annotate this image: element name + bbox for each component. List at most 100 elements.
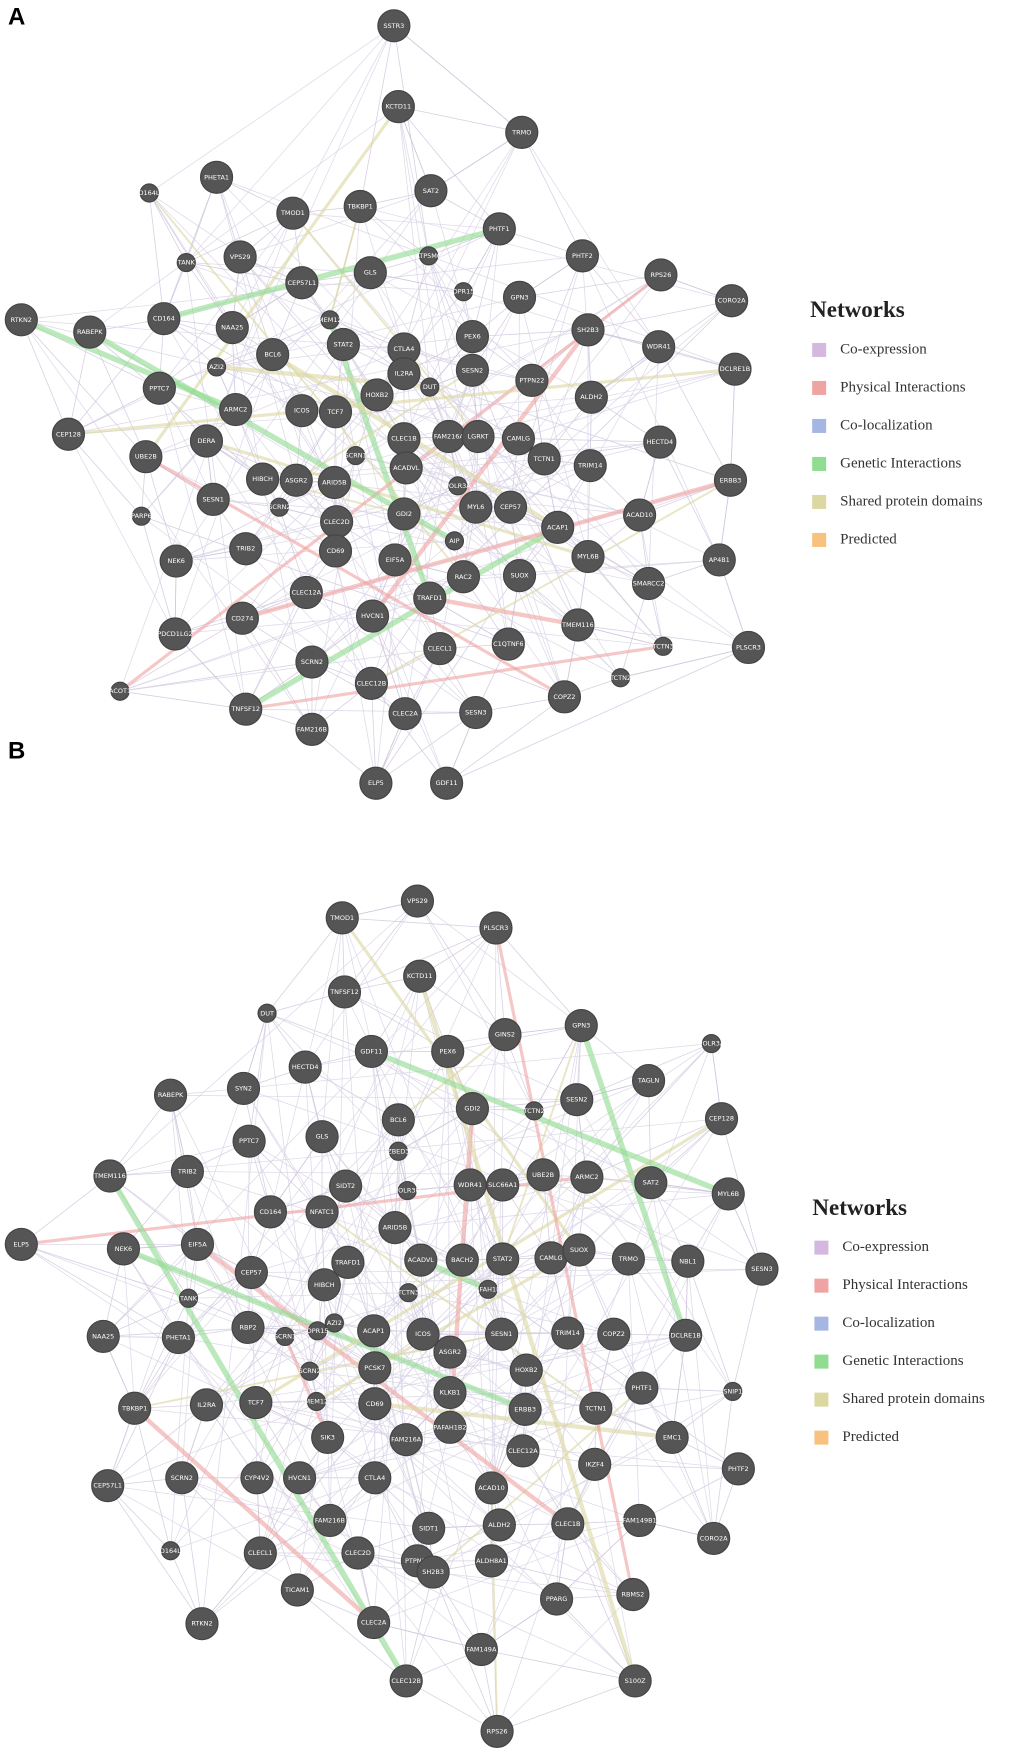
node-label: ARID5B [322,479,346,487]
edge [163,318,273,355]
node-label: RPS26 [651,271,672,279]
node-label: EMC1 [663,1433,681,1441]
node [551,1507,585,1541]
node-label: TAGLN [637,1077,659,1085]
node-label: ACAP1 [363,1327,384,1335]
edge [21,319,344,345]
node-label: HECTD4 [292,1063,319,1071]
node-label: AZI2 [327,1319,342,1327]
node [389,1664,423,1698]
node [715,284,749,318]
edge [197,1244,359,1554]
edge [21,1244,257,1403]
node [671,1244,705,1278]
node [419,246,439,266]
node [564,1009,598,1043]
edge-typed [328,206,362,321]
edge [266,1012,399,1152]
edge [186,212,294,263]
node-label: PDCD1LG2 [157,630,192,638]
edge [405,1369,527,1682]
node-label: SSTR3 [383,22,404,30]
edge [170,976,421,1551]
edge [405,1571,434,1682]
node [196,482,230,516]
edge [242,550,336,619]
edge [531,255,583,381]
node [51,417,86,451]
node-label: ATP5MG [415,252,442,260]
edge [134,1408,171,1551]
node-label: ERBB3 [720,476,742,484]
node-label: SIDT1 [419,1524,438,1532]
node-label: KCTD11 [407,972,433,980]
edge-typed [370,1048,730,1197]
edge [417,900,535,1112]
edge [397,106,431,388]
edge [428,255,565,697]
edge [109,1175,198,1245]
node [482,1508,516,1542]
node [346,445,366,466]
edge [627,1258,673,1438]
node-label: TMEM123 [300,1398,333,1406]
edge-typed [578,1024,689,1337]
edge [181,1244,198,1478]
node [433,1335,467,1369]
edge-typed [417,975,638,1682]
edge [240,190,432,258]
edge [89,331,263,480]
node-label: PPARG [546,1595,567,1603]
edge [587,300,732,331]
node [377,9,411,43]
edge [163,177,217,319]
node [288,1050,322,1084]
node [611,1242,645,1276]
node [381,90,415,124]
node-label: ACAD10 [478,1484,505,1492]
node [324,1313,344,1333]
legend-label: Co-expression [842,1239,929,1255]
node [412,1511,446,1545]
edge-typed [244,524,560,712]
node-label: POLR3A [699,1040,725,1048]
edge [499,1437,673,1526]
edge [519,297,589,557]
node [229,532,263,566]
node-label: C1QTNF6 [493,640,524,648]
node [488,1017,522,1052]
node-label: SESN1 [491,1330,512,1338]
node-label: KCTD11 [385,103,411,111]
node [573,449,607,483]
edge [68,387,160,435]
edge-typed [144,105,400,458]
node [232,1124,266,1158]
node [223,240,257,274]
edge [430,190,473,337]
node [571,313,605,347]
node [283,1461,317,1495]
node [397,1180,417,1201]
node-label: PHTF2 [728,1465,749,1473]
node-label: SCRN2 [299,1367,321,1375]
edge [120,661,313,692]
node [4,303,38,337]
node [479,911,513,945]
node [180,1227,215,1262]
node [354,1034,389,1069]
edge [594,1464,636,1681]
legend-swatch [814,1430,829,1445]
node-label: CAMLG [539,1254,562,1262]
node [486,1242,520,1276]
edge [245,592,307,710]
node-label: ICOS [294,407,310,415]
edge [374,1367,407,1681]
edge [175,615,373,635]
node-label: SCRN1 [274,1332,296,1340]
node-label: HVCN1 [361,612,384,620]
legend-label: Co-expression [840,341,927,357]
node-label: SYN2 [235,1084,252,1092]
node-label: HOXB2 [515,1366,538,1374]
node-label: TBKBP1 [347,202,373,210]
node-label: TCTN2 [523,1107,545,1115]
